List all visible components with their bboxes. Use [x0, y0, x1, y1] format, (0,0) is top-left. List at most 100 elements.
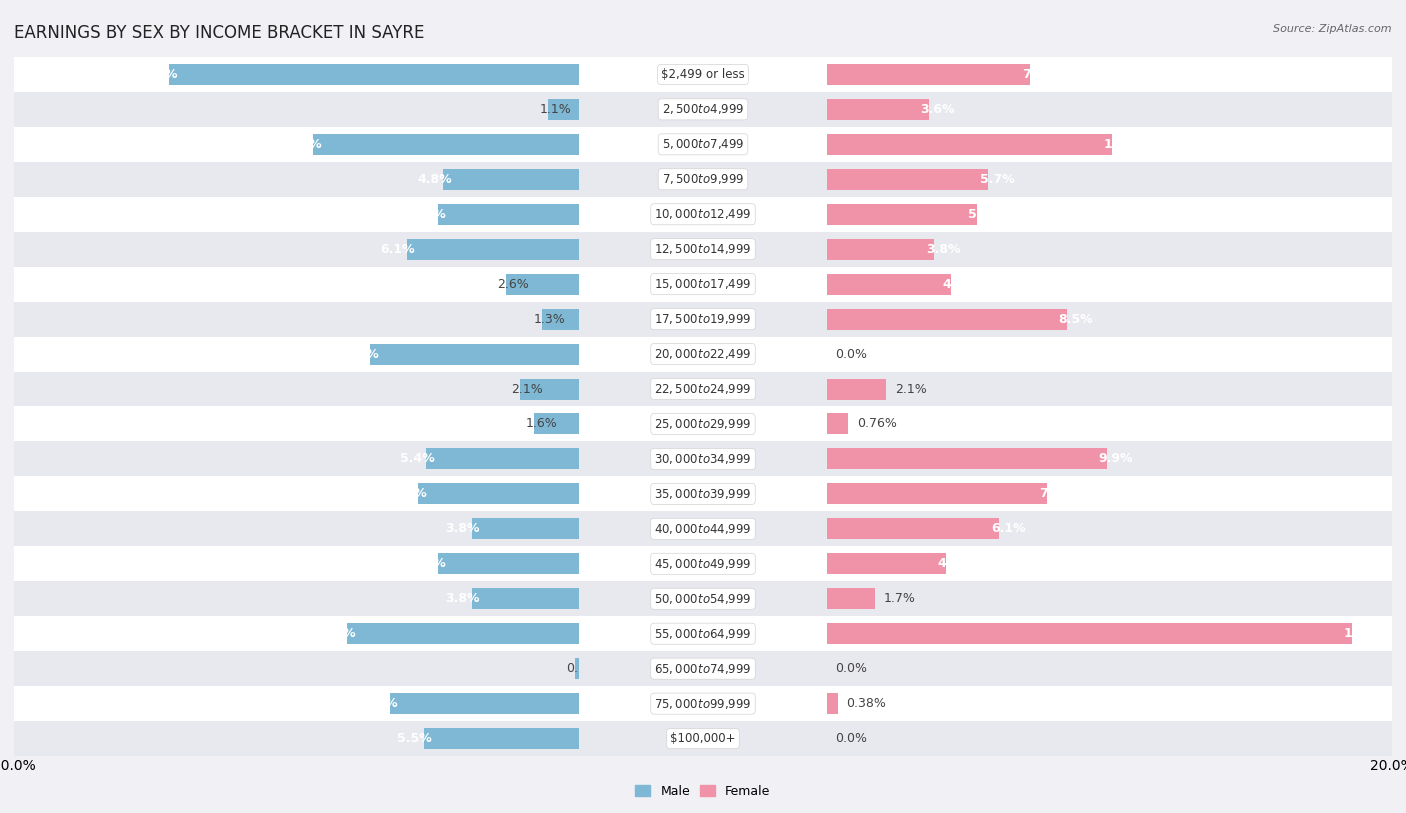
Text: $45,000 to $49,999: $45,000 to $49,999	[654, 557, 752, 571]
Text: $50,000 to $54,999: $50,000 to $54,999	[654, 592, 752, 606]
Bar	[827, 449, 1107, 469]
Bar	[471, 589, 579, 609]
Text: 0.0%: 0.0%	[835, 663, 868, 675]
Text: $17,500 to $19,999: $17,500 to $19,999	[654, 312, 752, 326]
Bar	[14, 651, 579, 686]
Text: 2.6%: 2.6%	[498, 278, 529, 290]
Text: 3.6%: 3.6%	[920, 103, 955, 115]
Bar	[406, 239, 579, 259]
Text: $30,000 to $34,999: $30,000 to $34,999	[654, 452, 752, 466]
Bar	[14, 441, 579, 476]
Bar	[443, 169, 579, 189]
Text: 1.3%: 1.3%	[534, 313, 565, 325]
Bar	[575, 659, 579, 679]
Bar	[579, 232, 827, 267]
Bar	[827, 267, 1392, 302]
Text: 5.4%: 5.4%	[401, 453, 434, 465]
Text: 9.9%: 9.9%	[1098, 453, 1133, 465]
Bar	[827, 239, 935, 259]
Bar	[579, 302, 827, 337]
Bar	[827, 379, 886, 399]
Bar	[827, 484, 1047, 504]
Bar	[827, 441, 1392, 476]
Bar	[437, 204, 579, 224]
Text: $15,000 to $17,499: $15,000 to $17,499	[654, 277, 752, 291]
Text: 5.7%: 5.7%	[392, 488, 426, 500]
Text: $12,500 to $14,999: $12,500 to $14,999	[654, 242, 752, 256]
Text: 5.5%: 5.5%	[398, 733, 432, 745]
Bar	[827, 92, 1392, 127]
Bar	[827, 134, 1112, 154]
Bar	[347, 624, 579, 644]
Legend: Male, Female: Male, Female	[630, 780, 776, 802]
Bar	[169, 64, 579, 85]
Bar	[827, 406, 1392, 441]
Bar	[426, 449, 579, 469]
Text: 18.6%: 18.6%	[1344, 628, 1388, 640]
Bar	[827, 616, 1392, 651]
Bar	[14, 406, 579, 441]
Text: $100,000+: $100,000+	[671, 733, 735, 745]
Text: 1.7%: 1.7%	[883, 593, 915, 605]
Text: Source: ZipAtlas.com: Source: ZipAtlas.com	[1274, 24, 1392, 34]
Bar	[14, 232, 579, 267]
Bar	[827, 554, 946, 574]
Bar	[579, 476, 827, 511]
Bar	[579, 127, 827, 162]
Text: EARNINGS BY SEX BY INCOME BRACKET IN SAYRE: EARNINGS BY SEX BY INCOME BRACKET IN SAY…	[14, 24, 425, 42]
Bar	[548, 99, 579, 120]
Bar	[827, 693, 838, 714]
Bar	[827, 511, 1392, 546]
Text: $40,000 to $44,999: $40,000 to $44,999	[654, 522, 752, 536]
Bar	[520, 379, 579, 399]
Text: 5.3%: 5.3%	[969, 208, 1002, 220]
Text: $5,000 to $7,499: $5,000 to $7,499	[662, 137, 744, 151]
Bar	[827, 414, 848, 434]
Bar	[14, 197, 579, 232]
Text: 6.1%: 6.1%	[381, 243, 415, 255]
Bar	[827, 589, 875, 609]
Bar	[14, 127, 579, 162]
Bar	[827, 581, 1392, 616]
Text: 7.8%: 7.8%	[1039, 488, 1074, 500]
Bar	[827, 64, 1031, 85]
Bar	[827, 519, 1000, 539]
Text: $22,500 to $24,999: $22,500 to $24,999	[654, 382, 752, 396]
Text: 8.5%: 8.5%	[1059, 313, 1094, 325]
Bar	[389, 693, 579, 714]
Bar	[579, 651, 827, 686]
Bar	[579, 546, 827, 581]
Text: 9.4%: 9.4%	[287, 138, 322, 150]
Bar	[579, 162, 827, 197]
Bar	[471, 519, 579, 539]
Text: 0.76%: 0.76%	[856, 418, 897, 430]
Bar	[14, 57, 579, 92]
Bar	[579, 721, 827, 756]
Bar	[14, 372, 579, 406]
Text: 1.6%: 1.6%	[526, 418, 557, 430]
Bar	[827, 372, 1392, 406]
Bar	[827, 274, 952, 294]
Bar	[14, 511, 579, 546]
Text: 0.0%: 0.0%	[835, 733, 868, 745]
Text: 3.8%: 3.8%	[446, 523, 479, 535]
Bar	[14, 616, 579, 651]
Bar	[827, 686, 1392, 721]
Bar	[14, 476, 579, 511]
Text: 6.7%: 6.7%	[364, 698, 398, 710]
Text: $2,500 to $4,999: $2,500 to $4,999	[662, 102, 744, 116]
Bar	[579, 337, 827, 372]
Bar	[579, 581, 827, 616]
Bar	[827, 204, 977, 224]
Bar	[314, 134, 579, 154]
Bar	[579, 57, 827, 92]
Bar	[14, 302, 579, 337]
Text: $2,499 or less: $2,499 or less	[661, 68, 745, 80]
Bar	[827, 232, 1392, 267]
Text: $25,000 to $29,999: $25,000 to $29,999	[654, 417, 752, 431]
Text: 6.1%: 6.1%	[991, 523, 1025, 535]
Bar	[437, 554, 579, 574]
Text: 4.4%: 4.4%	[943, 278, 977, 290]
Bar	[14, 546, 579, 581]
Text: $35,000 to $39,999: $35,000 to $39,999	[654, 487, 752, 501]
